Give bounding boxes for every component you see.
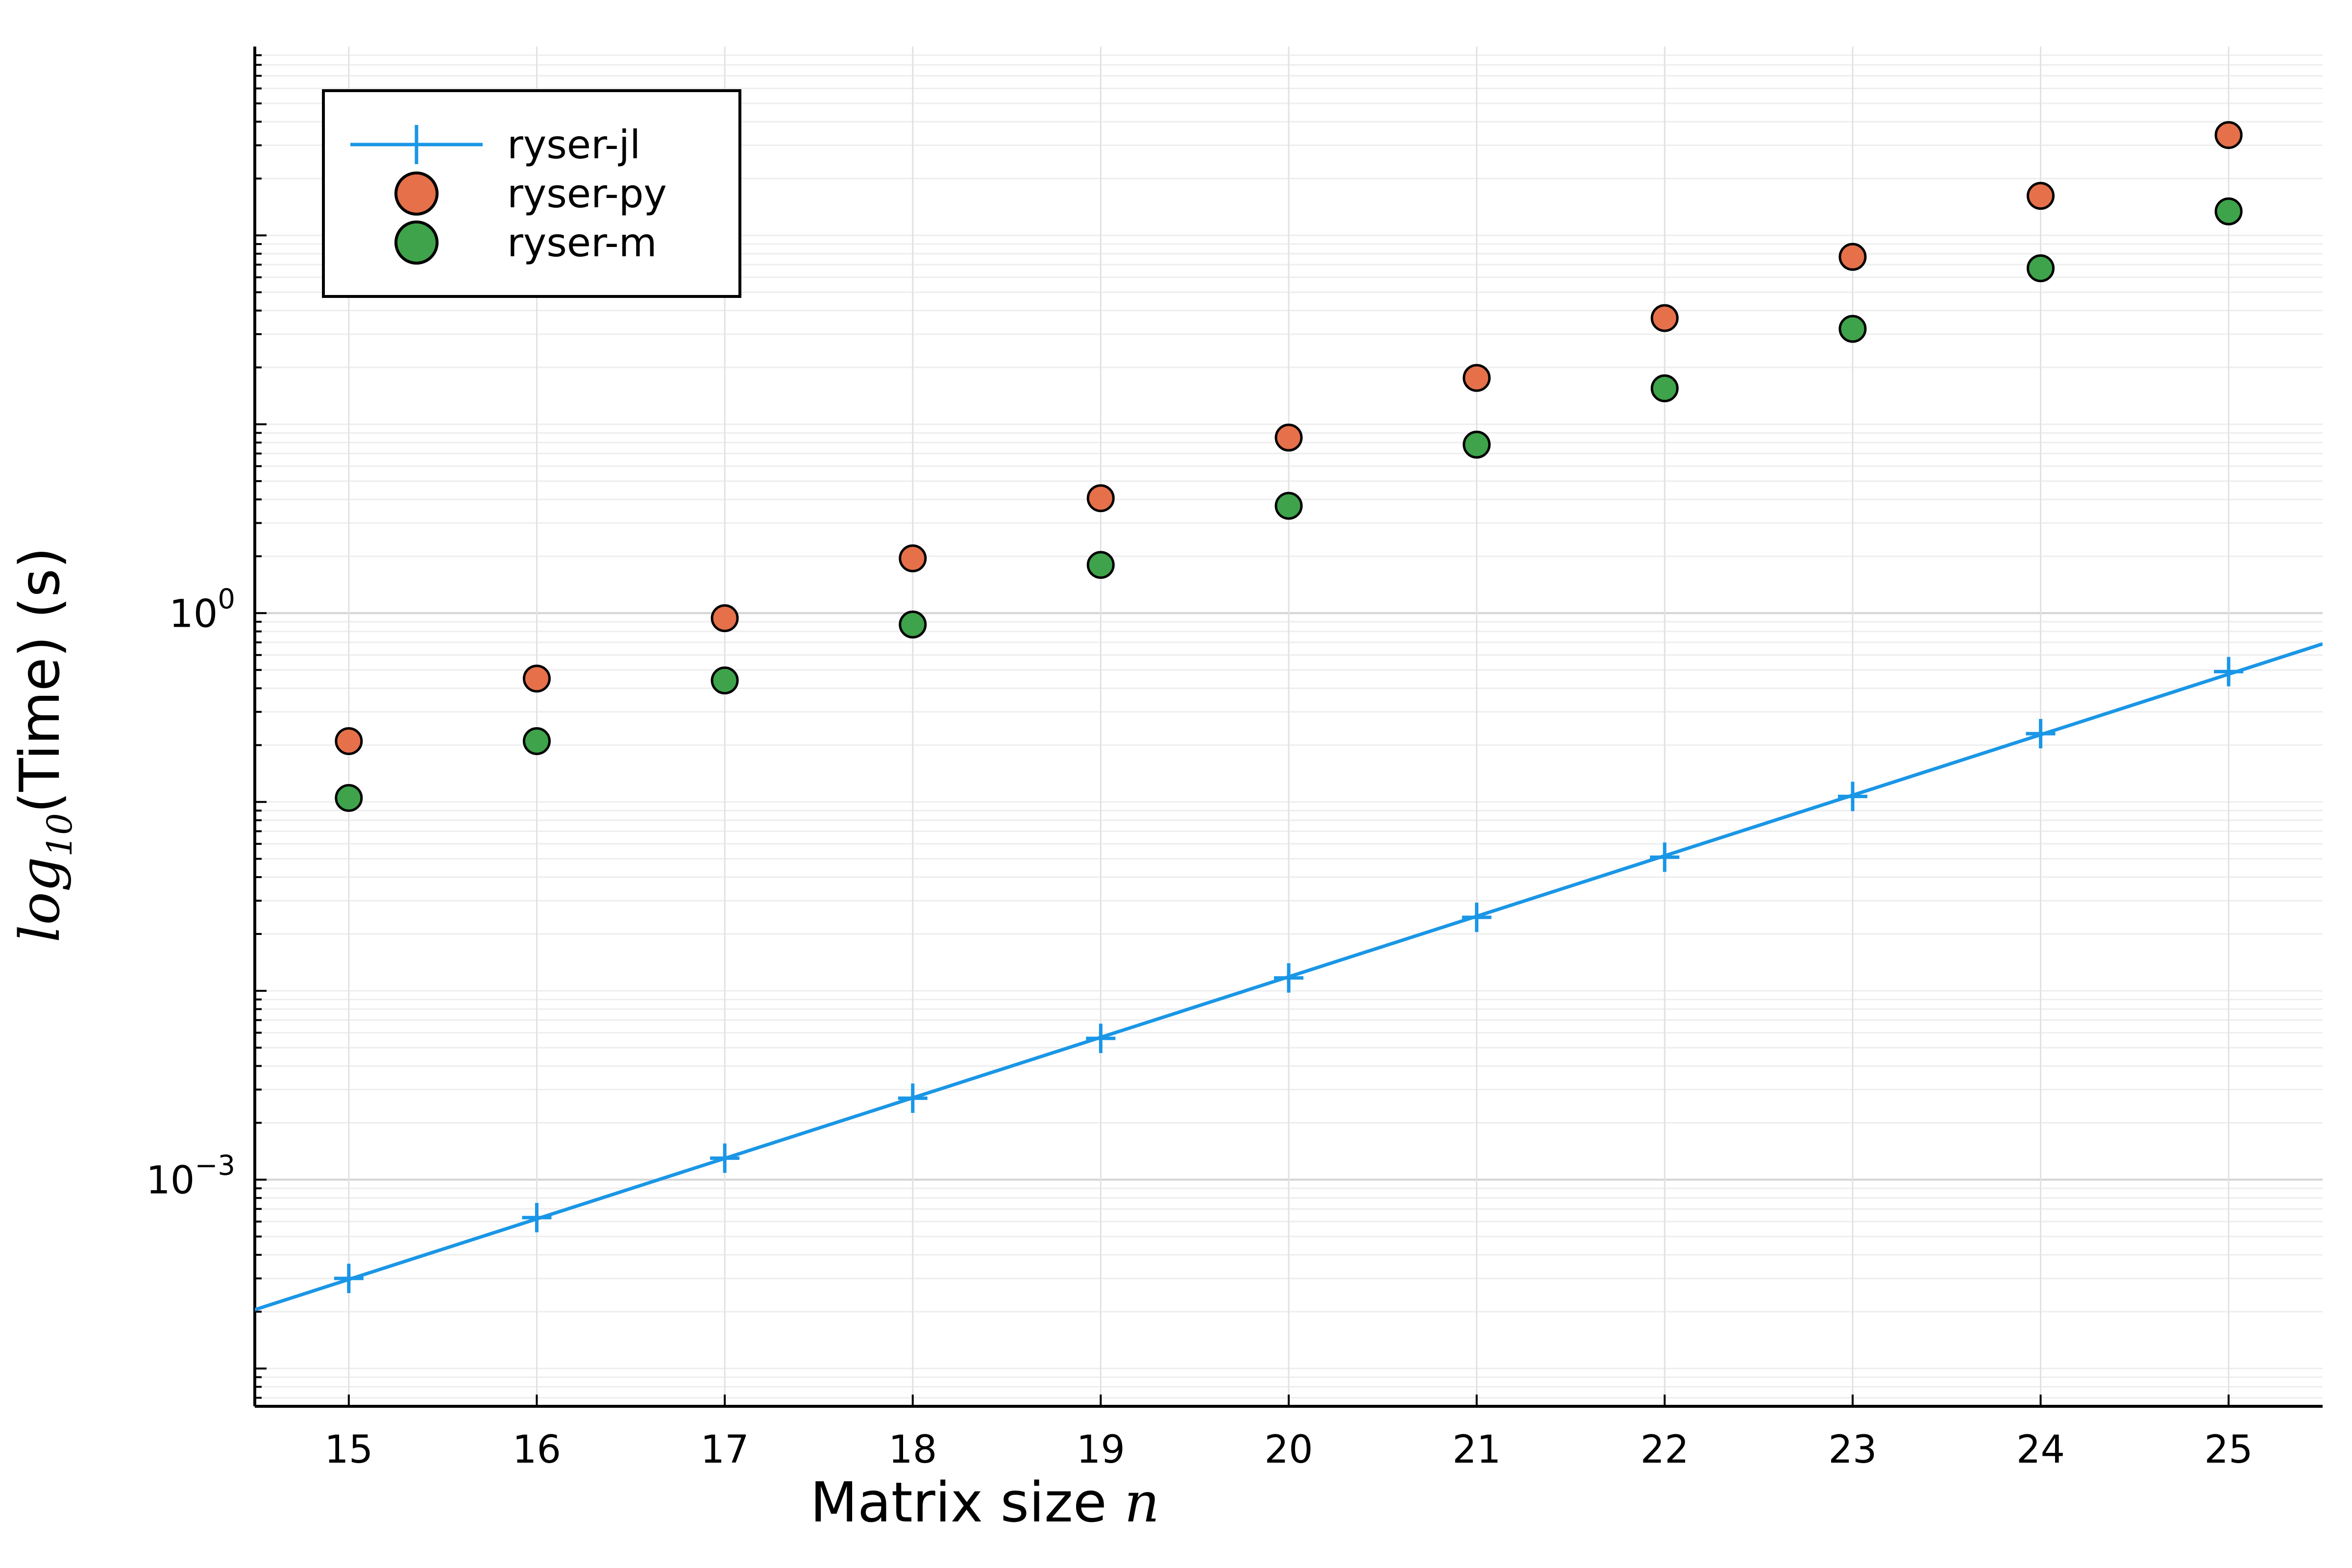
data-point-ryser-jl [2026, 719, 2056, 749]
x-tick-label: 22 [1641, 1428, 1689, 1472]
data-point-ryser-m [1086, 551, 1115, 579]
data-point-ryser-py [335, 727, 363, 755]
x-tick-label: 25 [2205, 1428, 2253, 1472]
x-tick-label: 18 [888, 1428, 937, 1472]
data-point-ryser-py [2027, 182, 2055, 210]
data-point-ryser-py [899, 544, 927, 572]
data-point-ryser-py [1650, 304, 1679, 332]
legend-box [322, 89, 741, 298]
data-point-ryser-m [1838, 315, 1867, 343]
y-axis-title-suffix: (Time) (s) [8, 547, 72, 813]
legend-label-ryser-jl: ryser-jl [507, 122, 640, 168]
y-tick-label: 10−3 [146, 1150, 235, 1203]
legend-label-ryser-m: ryser-m [507, 220, 657, 266]
data-point-ryser-m [335, 784, 363, 812]
legend-marker-icon [394, 220, 439, 265]
data-point-ryser-jl [2214, 657, 2244, 686]
ticks: 15 16 17 18 19 20 21 22 23 24 25 100 10−3 [146, 54, 2253, 1472]
y-axis-title-subscript: 10 [40, 813, 80, 857]
series-ryser-m [335, 197, 2243, 812]
data-point-ryser-m [1463, 430, 1491, 459]
data-point-ryser-m [2214, 197, 2243, 225]
x-tick-label: 17 [700, 1428, 749, 1472]
data-point-ryser-jl [710, 1143, 740, 1173]
data-point-ryser-m [1650, 374, 1679, 402]
legend-item-ryser-jl: ryser-jl [350, 122, 640, 168]
data-point-ryser-py [1086, 484, 1115, 513]
x-tick-label: 23 [1828, 1428, 1877, 1472]
data-point-ryser-m [2027, 254, 2055, 282]
data-point-ryser-jl [1650, 842, 1680, 872]
series-ryser-jl [255, 642, 2323, 1312]
data-point-ryser-py [1838, 243, 1867, 271]
data-point-ryser-m [710, 666, 739, 695]
legend-marker-icon [394, 172, 439, 216]
x-tick-label: 15 [324, 1428, 373, 1472]
series-ryser-py [335, 121, 2243, 755]
legend-label-ryser-py: ryser-py [507, 171, 667, 217]
x-tick-label: 16 [513, 1428, 561, 1472]
x-tick-label: 19 [1077, 1428, 1125, 1472]
x-tick-label: 24 [2016, 1428, 2065, 1472]
x-tick-label: 20 [1264, 1428, 1313, 1472]
data-point-ryser-m [522, 727, 551, 755]
data-point-ryser-jl [334, 1264, 364, 1294]
y-axis-title-log: log [8, 857, 72, 942]
data-point-ryser-jl [1838, 782, 1867, 811]
data-point-ryser-py [710, 604, 739, 633]
x-tick-label: 21 [1452, 1428, 1501, 1472]
data-point-ryser-py [2214, 121, 2243, 149]
data-point-ryser-py [522, 664, 551, 693]
y-axis-title: log10(Time) (s) [8, 547, 80, 943]
data-point-ryser-jl [1462, 903, 1492, 932]
data-point-ryser-jl [522, 1202, 552, 1232]
data-point-ryser-py [1463, 364, 1491, 392]
x-axis-title-math: n [1124, 1471, 1159, 1535]
data-point-ryser-jl [1274, 963, 1303, 993]
x-axis-title: Matrix size n [810, 1471, 1159, 1535]
data-point-ryser-m [1274, 491, 1303, 520]
data-point-ryser-py [1274, 423, 1303, 452]
y-tick-label: 100 [169, 583, 235, 636]
legend-item-ryser-py: ryser-py [394, 171, 667, 217]
x-axis-title-text: Matrix size [810, 1471, 1124, 1535]
data-point-ryser-jl [1086, 1024, 1116, 1054]
legend-item-ryser-m: ryser-m [394, 220, 657, 266]
series-layer [255, 121, 2323, 1312]
data-point-ryser-m [899, 611, 927, 639]
data-point-ryser-jl [898, 1083, 928, 1113]
